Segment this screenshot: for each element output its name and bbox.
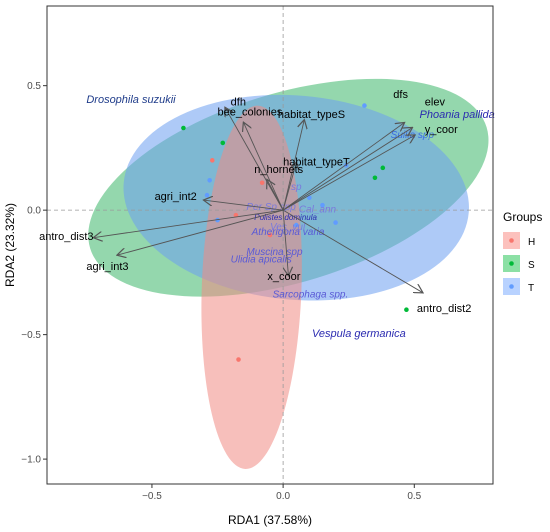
vector-arrow xyxy=(267,180,284,211)
point-H xyxy=(236,357,241,362)
vector-arrow xyxy=(282,123,404,211)
vector-label: agri_int2 xyxy=(155,191,197,203)
point-S xyxy=(404,307,409,313)
y-tick-label: −0.5 xyxy=(21,330,41,341)
point-H xyxy=(267,232,273,238)
point-H xyxy=(259,180,265,186)
point-T xyxy=(333,220,338,225)
legend-label-H: H xyxy=(528,237,535,248)
vector-label: agri_int3 xyxy=(86,261,128,273)
x-tick-label: −0.5 xyxy=(142,491,162,502)
vector-arrow xyxy=(282,135,414,211)
point-T xyxy=(293,222,299,228)
plot-frame xyxy=(46,5,494,485)
species-label: Phoania pallida xyxy=(420,109,495,121)
point-T xyxy=(320,202,325,208)
legend-point-S xyxy=(509,261,514,266)
species-label: Sarcophaga spp. xyxy=(273,289,349,300)
species-label: Drosophila suzukii xyxy=(86,94,176,106)
point-S xyxy=(372,175,378,181)
point-S xyxy=(380,165,386,171)
vector-arrow xyxy=(225,108,284,211)
vector-arrow xyxy=(282,163,296,211)
legend-title: Groups xyxy=(503,210,542,224)
point-S xyxy=(181,125,186,131)
point-T xyxy=(307,195,312,200)
vector-label: habitat_typeS xyxy=(278,109,345,121)
y-tick-label: 0.0 xyxy=(27,206,41,217)
species-label: Cal_ann xyxy=(299,205,337,216)
vector-label: antro_dist2 xyxy=(417,303,471,315)
x-tick-label: 0.0 xyxy=(276,491,290,502)
point-S xyxy=(220,140,226,146)
vector-arrow xyxy=(94,209,284,237)
species-label: Ulidia apicalis xyxy=(231,254,292,265)
species-label: Muscina spp xyxy=(246,247,303,258)
y-tick-label: 0.5 xyxy=(27,81,41,92)
vector-label: elev xyxy=(425,97,446,109)
vector-label: antro_dist3 xyxy=(39,231,93,243)
vector-label: n_hornets xyxy=(254,164,303,176)
legend-point-T xyxy=(509,284,514,289)
species-label: Polistes dominula xyxy=(254,213,317,222)
point-H xyxy=(233,212,239,218)
y-axis-ticks: −1.0 −0.5 0.0 0.5 xyxy=(21,81,47,466)
vector-arrow xyxy=(282,209,422,292)
vector-arrow xyxy=(118,209,284,255)
vector-label: bee_colonies xyxy=(218,107,283,119)
vector-arrow xyxy=(282,128,412,211)
vector-label: dfh xyxy=(231,97,246,109)
vector-label: dfs xyxy=(393,89,408,101)
legend-label-S: S xyxy=(528,260,535,271)
point-H xyxy=(209,158,215,163)
vector-label: y_coor xyxy=(425,124,458,136)
legend-point-H xyxy=(509,238,514,243)
vector-label: x_coor xyxy=(267,271,300,283)
species-label: sp xyxy=(291,182,302,193)
vector-arrow xyxy=(244,123,284,211)
x-axis-ticks: −0.5 0.0 0.5 xyxy=(142,484,422,502)
point-T xyxy=(207,177,212,183)
point-T xyxy=(204,192,210,198)
legend: Groups H S T xyxy=(503,210,542,295)
species-label: Per Sp spp xyxy=(246,202,296,213)
y-tick-label: −1.0 xyxy=(21,455,41,466)
vector-arrow xyxy=(282,210,288,275)
species-label: Atherigona varia xyxy=(251,227,325,238)
sample-points xyxy=(181,103,409,362)
reference-lines xyxy=(47,6,493,484)
legend-label-T: T xyxy=(528,283,534,294)
y-axis-title: RDA2 (23.32%) xyxy=(3,203,17,287)
point-T xyxy=(362,103,367,108)
x-axis-title: RDA1 (37.58%) xyxy=(228,513,312,527)
vector-arrow xyxy=(204,200,284,211)
vector-label: habitat_typeT xyxy=(283,156,350,168)
species-label: Vespula germanica xyxy=(312,328,406,340)
x-tick-label: 0.5 xyxy=(407,491,421,502)
species-label: Ves_vul xyxy=(270,222,306,233)
